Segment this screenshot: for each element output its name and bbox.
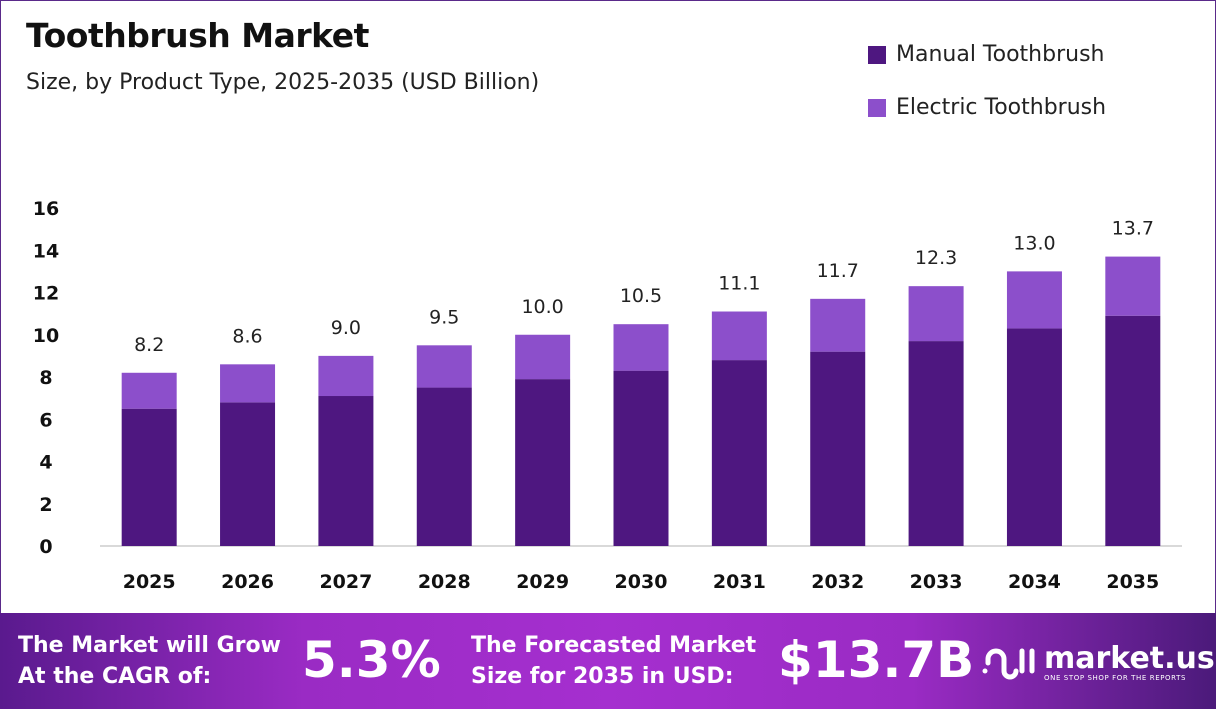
bar-manual: [515, 379, 571, 546]
total-label: 10.0: [521, 296, 563, 318]
x-tick-label: 2031: [713, 571, 766, 593]
forecast-label-line2: Size for 2035 in USD:: [471, 664, 734, 689]
bar-manual: [1006, 328, 1062, 546]
bar-electric: [220, 364, 276, 403]
forecast-label-line1: The Forecasted Market: [471, 633, 757, 658]
x-tick-label: 2025: [123, 571, 176, 593]
legend-swatch-electric: [868, 98, 886, 117]
cagr-value: 5.3%: [302, 631, 441, 689]
logo-tagline: ONE STOP SHOP FOR THE REPORTS: [1044, 674, 1187, 682]
y-tick-label: 16: [33, 198, 59, 220]
y-tick-label: 10: [33, 325, 59, 347]
bar-electric: [908, 286, 964, 342]
cagr-label: The Market will Grow At the CAGR of:: [18, 630, 281, 692]
chart-subtitle: Size, by Product Type, 2025-2035 (USD Bi…: [26, 70, 540, 95]
bar-manual: [220, 402, 276, 546]
total-label: 11.1: [718, 273, 760, 295]
y-tick-label: 2: [39, 494, 52, 516]
x-tick-label: 2026: [221, 571, 274, 593]
market-us-logo: market.us ONE STOP SHOP FOR THE REPORTS: [982, 641, 1215, 685]
total-label: 12.3: [915, 247, 957, 269]
total-label: 8.6: [232, 325, 262, 347]
logo-icon: [982, 648, 1035, 680]
y-tick-label: 4: [39, 452, 52, 474]
legend-item-manual: Manual Toothbrush: [868, 28, 1106, 81]
bar-manual: [711, 360, 767, 546]
bar-electric: [318, 355, 374, 397]
logo-name: market.us: [1044, 641, 1215, 676]
legend: Manual Toothbrush Electric Toothbrush: [868, 28, 1106, 134]
total-label: 13.0: [1013, 232, 1055, 254]
y-tick-label: 12: [33, 283, 59, 305]
total-label: 9.5: [429, 306, 459, 328]
x-tick-label: 2032: [811, 571, 864, 593]
total-label: 13.7: [1112, 218, 1154, 240]
bar-manual: [416, 387, 472, 546]
bar-manual: [908, 341, 964, 546]
forecast-label: The Forecasted Market Size for 2035 in U…: [471, 630, 756, 692]
bar-electric: [515, 334, 571, 380]
bar-chart: 0 2 4 6 8 10 12 14 16 8.2 2025 8.6 2026 9.0 2027 9.5 202…: [33, 198, 1182, 593]
y-tick-label: 14: [33, 240, 59, 262]
legend-label-electric: Electric Toothbrush: [896, 95, 1107, 120]
legend-label-manual: Manual Toothbrush: [896, 42, 1105, 67]
summary-banner: The Market will Grow At the CAGR of: 5.3…: [0, 613, 1216, 709]
total-label: 8.2: [134, 334, 164, 356]
x-tick-label: 2035: [1106, 571, 1159, 593]
x-tick-label: 2029: [516, 571, 569, 593]
y-tick-label: 6: [39, 409, 52, 431]
x-tick-label: 2033: [910, 571, 963, 593]
bar-electric: [121, 372, 177, 409]
x-tick-label: 2028: [418, 571, 471, 593]
total-label: 9.0: [331, 317, 361, 339]
bar-manual: [613, 370, 669, 546]
bar-electric: [1006, 271, 1062, 329]
bar-electric: [613, 324, 669, 371]
bar-electric: [416, 345, 472, 388]
bar-manual: [121, 408, 177, 546]
cagr-label-line1: The Market will Grow: [18, 633, 281, 658]
forecast-value: $13.7B: [778, 631, 975, 689]
legend-item-electric: Electric Toothbrush: [868, 81, 1106, 134]
bar-manual: [810, 351, 866, 546]
x-tick-label: 2030: [615, 571, 668, 593]
total-label: 11.7: [817, 260, 859, 282]
bar-electric: [1105, 256, 1161, 316]
x-tick-label: 2027: [319, 571, 372, 593]
legend-swatch-manual: [868, 45, 886, 64]
total-label: 10.5: [620, 285, 662, 307]
bar-electric: [810, 298, 866, 352]
bar-manual: [318, 396, 374, 546]
cagr-label-line2: At the CAGR of:: [18, 664, 212, 689]
x-tick-label: 2034: [1008, 571, 1061, 593]
y-tick-label: 0: [39, 536, 52, 558]
bar-manual: [1105, 315, 1161, 546]
y-tick-label: 8: [39, 367, 52, 389]
bar-electric: [711, 311, 767, 361]
chart-title: Toothbrush Market: [26, 16, 369, 55]
